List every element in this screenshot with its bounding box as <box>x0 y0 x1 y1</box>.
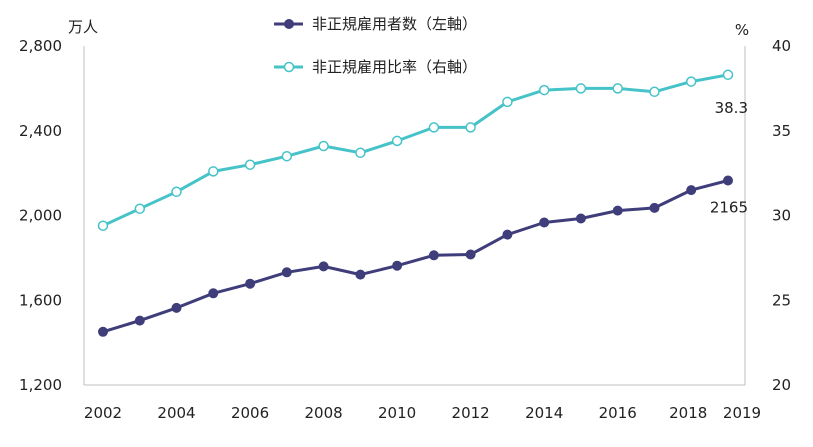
legend-item-series-1: 非正規雇用比率（右軸） <box>274 58 477 76</box>
series-0-point <box>171 302 182 313</box>
series-layer <box>97 69 734 337</box>
left-y-tick-label: 2,800 <box>19 37 62 55</box>
series-0-point <box>392 260 403 271</box>
series-0-line <box>102 179 729 334</box>
series-0-end-label: 2165 <box>710 199 748 217</box>
series-0-point <box>208 288 219 299</box>
series-1-point <box>208 166 219 177</box>
right-y-tick-label: 20 <box>772 376 791 394</box>
series-1-point <box>134 203 146 214</box>
legend-label-0: 非正規雇用者数（左軸） <box>312 15 477 33</box>
left-y-tick-label: 2,000 <box>19 207 62 225</box>
series-1-point <box>171 186 182 198</box>
left-axis-unit: 万人 <box>68 18 98 36</box>
legend-marker-0 <box>284 19 294 29</box>
series-1-point <box>612 83 623 94</box>
series-0-point <box>575 213 586 224</box>
series-1-point <box>649 86 660 98</box>
left-y-tick-label: 1,200 <box>19 376 62 394</box>
x-tick-label: 2012 <box>452 404 490 422</box>
series-0-point <box>612 205 623 216</box>
legend: 非正規雇用者数（左軸） 非正規雇用比率（右軸） <box>274 15 477 76</box>
series-1-point <box>685 76 697 87</box>
x-axis-ticks: 2002 2004 2006 2008 2010 2012 2014 2016 2018 2019 <box>84 404 761 422</box>
series-1-point <box>722 69 734 81</box>
series-1-point <box>244 159 256 170</box>
series-0-point <box>649 202 660 213</box>
series-1-point <box>428 122 440 133</box>
series-0-point <box>318 261 329 272</box>
series-0-point <box>281 267 292 278</box>
series-1-line <box>102 73 729 228</box>
x-tick-label: 2002 <box>84 404 122 422</box>
right-y-tick-label: 30 <box>772 207 791 225</box>
legend-marker-1 <box>283 61 295 73</box>
series-0-point <box>98 326 108 337</box>
x-tick-label: 2004 <box>157 404 195 422</box>
series-1-point <box>502 96 513 108</box>
x-tick-label: 2008 <box>304 404 342 422</box>
series-0-point <box>723 175 733 186</box>
x-tick-label: 2010 <box>378 404 416 422</box>
series-0-point <box>428 250 439 261</box>
right-y-tick-label: 40 <box>772 37 791 55</box>
series-1-point <box>575 83 587 94</box>
x-tick-label: 2006 <box>231 404 269 422</box>
series-1-point <box>391 135 403 147</box>
series-0-point <box>355 269 366 280</box>
right-y-axis-ticks: 20 25 30 35 40 <box>772 37 791 394</box>
left-y-tick-label: 2,400 <box>19 122 62 140</box>
x-tick-label: 2016 <box>599 404 637 422</box>
series-1-point <box>281 150 293 162</box>
legend-label-1: 非正規雇用比率（右軸） <box>312 58 477 76</box>
series-1-point <box>538 84 550 96</box>
legend-item-series-0: 非正規雇用者数（左軸） <box>274 15 477 33</box>
series-1-end-label: 38.3 <box>715 99 748 117</box>
series-1-point <box>465 122 476 133</box>
right-axis-unit: % <box>735 21 749 39</box>
x-tick-label: 2014 <box>525 404 563 422</box>
series-0-point <box>465 249 476 260</box>
series-0-point <box>686 185 697 196</box>
right-y-tick-label: 25 <box>772 291 791 309</box>
series-0-point <box>245 278 256 289</box>
series-1-point <box>355 147 366 159</box>
x-tick-label: 2018 <box>669 404 707 422</box>
series-0-point <box>134 315 145 326</box>
series-0-point <box>539 217 550 228</box>
right-y-tick-label: 35 <box>772 122 791 140</box>
series-1-point <box>97 220 109 231</box>
x-tick-label: 2019 <box>723 404 761 422</box>
series-0-point <box>502 229 513 240</box>
left-y-axis-ticks: 1,200 1,600 2,000 2,400 2,800 <box>19 37 62 394</box>
left-y-tick-label: 1,600 <box>19 291 62 309</box>
series-1-point <box>318 140 329 152</box>
